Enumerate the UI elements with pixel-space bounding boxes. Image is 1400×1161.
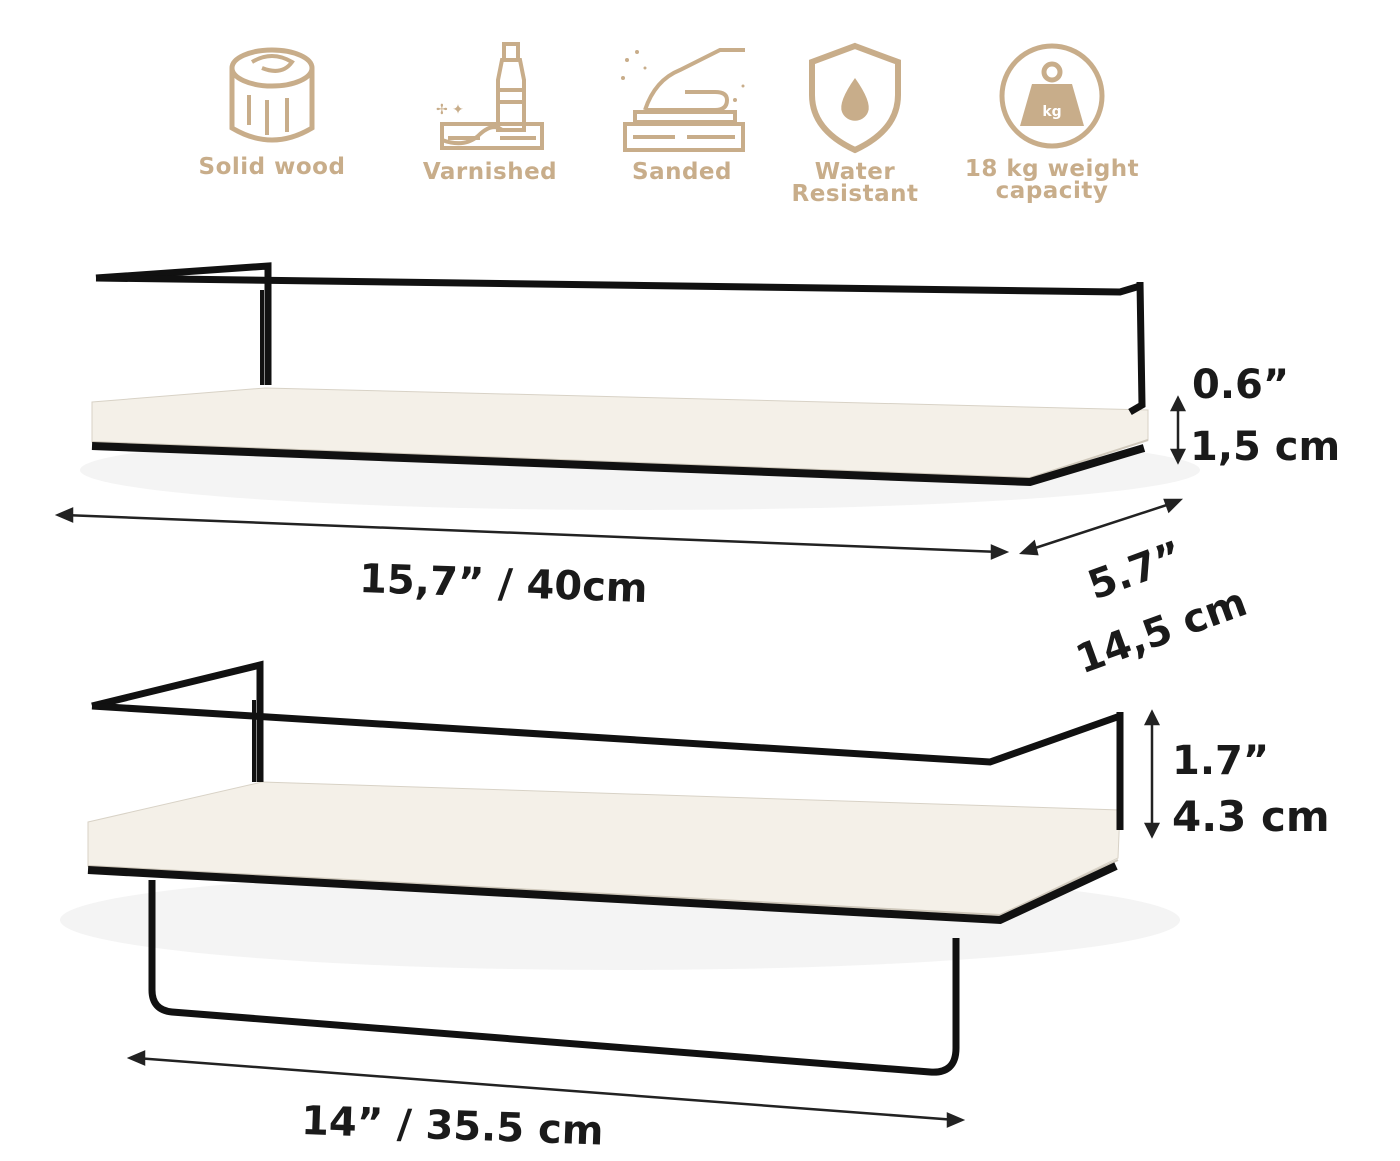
bottom-height-cm: 4.3 cm (1172, 792, 1330, 841)
top-shelf (91, 262, 1149, 487)
feature-label: Sanded (632, 159, 732, 185)
weight-kg-text: kg (1042, 104, 1061, 120)
top-height-inches: 0.6” (1192, 362, 1290, 408)
varnish-bottle-icon: ✢ ✦ (436, 42, 544, 150)
bottom-shelf (87, 660, 1124, 1076)
weight-kg-icon: kg (999, 43, 1105, 149)
feature-label: Water Resistant (791, 159, 919, 207)
svg-text:✢ ✦: ✢ ✦ (436, 102, 464, 118)
top-height-cm: 1,5 cm (1190, 424, 1341, 470)
feature-label: Solid wood (198, 154, 346, 180)
bottom-height-inches: 1.7” (1172, 738, 1270, 784)
feature-solid-wood: Solid wood (172, 40, 372, 180)
bottom-shelf-dimension-lines (126, 709, 1161, 1128)
feature-label: Varnished (422, 159, 558, 185)
top-shelf-dimension-lines (54, 395, 1187, 560)
feature-sanded: Sanded (582, 40, 782, 185)
feature-varnished: ✢ ✦ Varnished (390, 40, 590, 185)
wood-log-icon (229, 47, 315, 143)
water-shield-icon (809, 42, 901, 154)
feature-water-resistant: Water Resistant (755, 40, 955, 207)
sanding-hand-icon (620, 48, 745, 152)
feature-label: 18 kg weight capacity (964, 156, 1140, 204)
feature-weight-capacity: kg 18 kg weight capacity (952, 40, 1152, 204)
